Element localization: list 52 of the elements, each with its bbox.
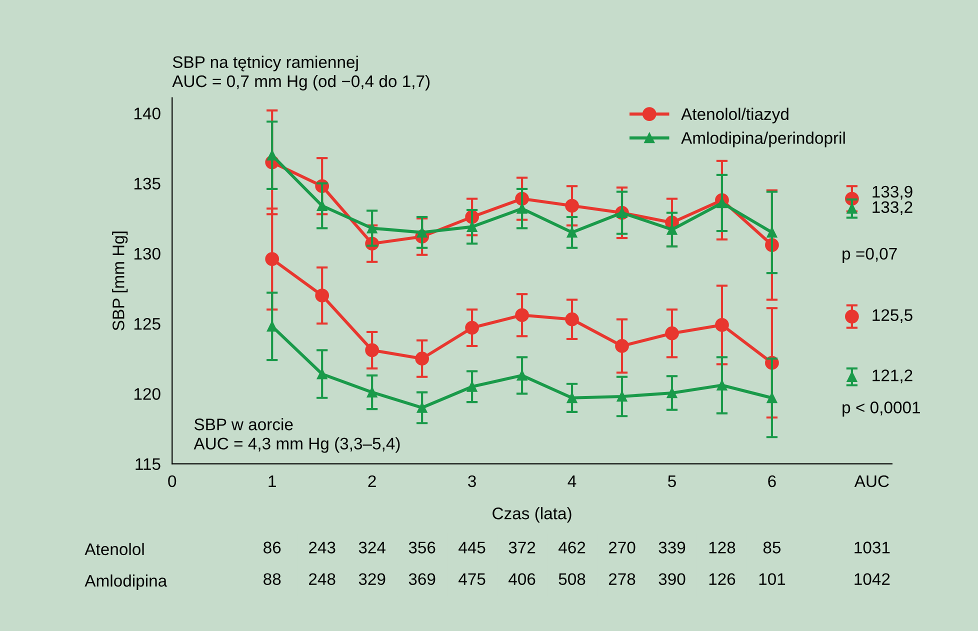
data-label: 1031 bbox=[854, 542, 890, 554]
data-label: 356 bbox=[408, 542, 436, 554]
data-label: 128 bbox=[709, 542, 736, 554]
x-tick-label: 6 bbox=[768, 475, 776, 488]
y-tick-label: 115 bbox=[136, 458, 160, 470]
data-label: 278 bbox=[608, 573, 636, 585]
legend-label: Atenolol/tiazyd bbox=[681, 108, 788, 124]
annotation: p =0,07 bbox=[842, 248, 897, 263]
data-label: 248 bbox=[309, 573, 336, 585]
data-label: 390 bbox=[658, 573, 686, 585]
y-axis-title: SBP [mm Hg] bbox=[112, 232, 128, 330]
y-tick-label: 140 bbox=[134, 108, 160, 120]
x-tick-label: 2 bbox=[368, 475, 376, 487]
legend-label: Amlodipina/perindopril bbox=[681, 132, 845, 148]
x-tick-label: 0 bbox=[168, 475, 176, 488]
x-axis-title: Czas (lata) bbox=[492, 507, 572, 523]
data-label: 462 bbox=[558, 542, 586, 554]
y-tick-label: Amlodipina bbox=[84, 574, 168, 590]
data-label: 88 bbox=[264, 573, 281, 585]
data-label: 372 bbox=[508, 542, 536, 554]
data-label: 329 bbox=[358, 573, 386, 585]
data-label: 85 bbox=[763, 542, 781, 554]
x-tick-label: 4 bbox=[568, 476, 576, 487]
y-tick-label: Atenolol bbox=[84, 542, 144, 556]
data-label: 508 bbox=[558, 573, 586, 585]
data-label: 243 bbox=[309, 542, 336, 554]
x-tick-label: 3 bbox=[468, 475, 476, 488]
data-label: 445 bbox=[458, 542, 486, 554]
y-tick-label: 125 bbox=[134, 318, 160, 330]
data-label: 125,5 bbox=[872, 309, 912, 323]
data-label: 475 bbox=[458, 573, 486, 585]
data-label: 406 bbox=[508, 573, 536, 585]
data-label: 86 bbox=[264, 542, 281, 554]
data-label: 121,2 bbox=[872, 370, 912, 384]
data-label: 1042 bbox=[854, 573, 890, 585]
data-label: 270 bbox=[608, 542, 636, 554]
data-label: 339 bbox=[658, 542, 686, 554]
data-label: 324 bbox=[358, 542, 386, 554]
data-label: 133,2 bbox=[872, 201, 912, 216]
y-tick-label: 135 bbox=[134, 178, 160, 190]
y-tick-label: 130 bbox=[134, 248, 160, 260]
text: SBP na tętnicy ramiennej AUC = 0,7 mm Hg (od −0,4 do 1,7) bbox=[172, 56, 430, 90]
annotation: p < 0,0001 bbox=[842, 402, 920, 417]
y-tick-label: 120 bbox=[134, 388, 160, 400]
x-tick-label: 5 bbox=[668, 476, 676, 488]
annotation: SBP w aorcie AUC = 4,3 mm Hg (3,3–5,4) bbox=[194, 418, 400, 453]
data-label: 126 bbox=[709, 573, 736, 585]
data-label: 133,9 bbox=[872, 186, 912, 200]
data-label: 369 bbox=[408, 573, 436, 585]
x-tick-label: 1 bbox=[268, 476, 276, 487]
x-tick-label: AUC bbox=[854, 475, 889, 488]
data-label: 101 bbox=[759, 573, 786, 585]
